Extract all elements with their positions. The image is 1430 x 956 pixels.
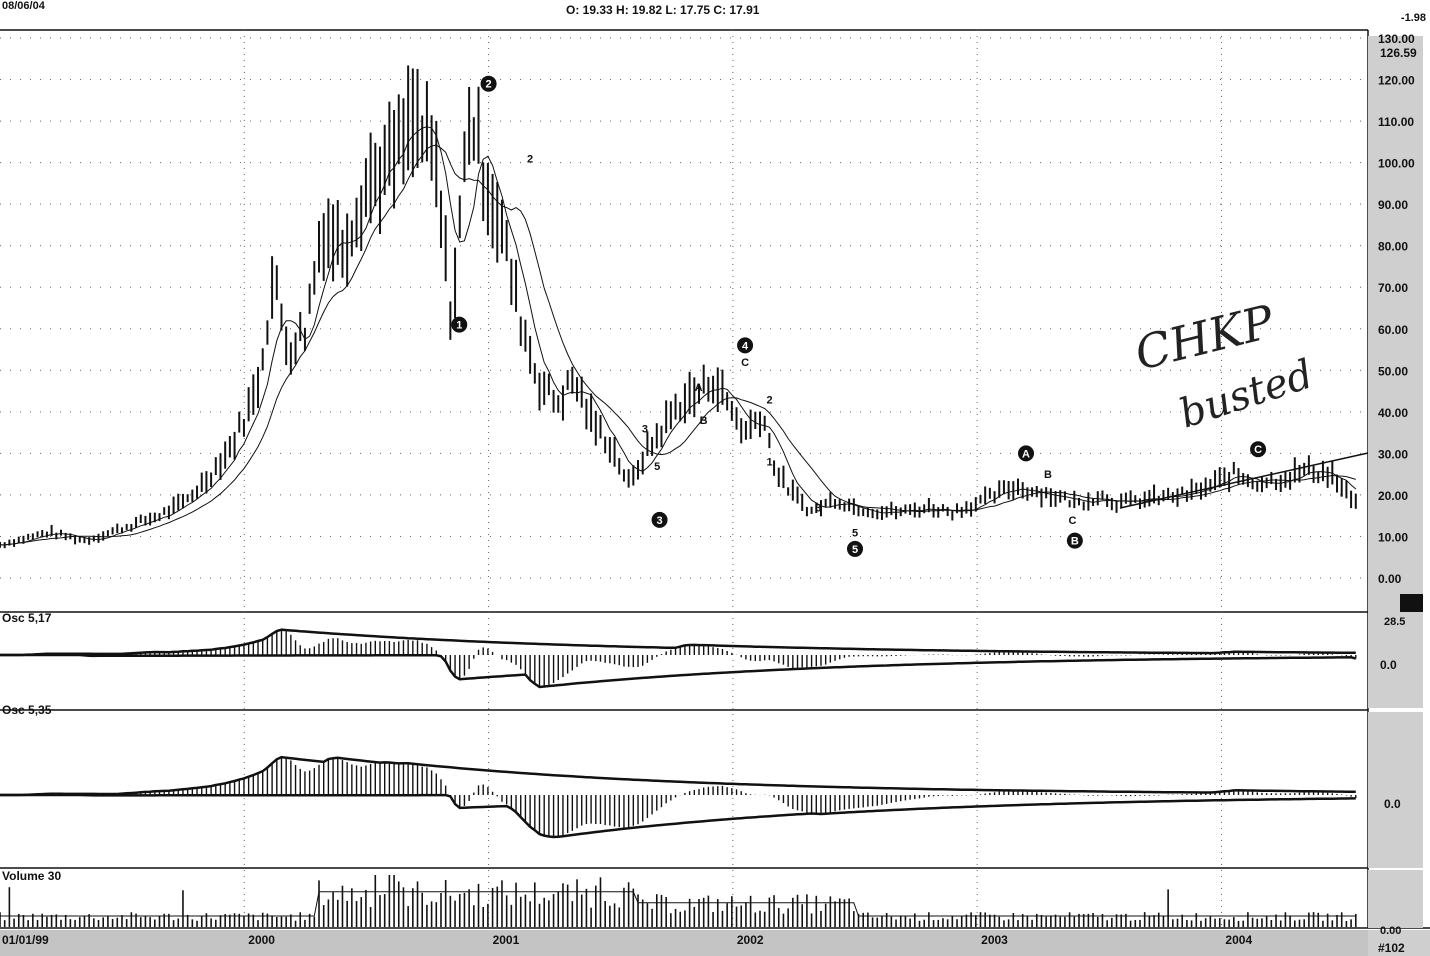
- wave-label: 5: [852, 527, 858, 539]
- price-bars: [0, 65, 1357, 549]
- price-tick-label: 110.00: [1378, 115, 1414, 129]
- wave-marker-label: 2: [486, 79, 492, 91]
- osc1-zero-tick: 0.0: [1380, 658, 1397, 672]
- chart-date: 08/06/04: [2, 0, 46, 12]
- price-tick-label: 90.00: [1378, 198, 1408, 212]
- wave-marker: [451, 316, 468, 333]
- wave-marker: [1066, 532, 1083, 549]
- volume-title: Volume 30: [2, 869, 61, 883]
- wave-marker-label: C: [1254, 444, 1262, 456]
- date-axis-band: [0, 930, 1368, 956]
- price-tick-label: 60.00: [1378, 323, 1408, 337]
- wave-marker: [1250, 441, 1267, 458]
- ohlc-readout: O: 19.33 H: 19.82 L: 17.75 C: 17.91: [566, 3, 760, 17]
- wave-label: 2: [527, 153, 533, 165]
- wave-label: C: [1068, 515, 1076, 527]
- osc1-title: Osc 5,17: [2, 611, 52, 625]
- wave-label: B: [700, 415, 708, 427]
- price-scale-panel: [1368, 36, 1423, 612]
- wave-marker: [651, 511, 668, 528]
- price-tick-label: 0.00: [1378, 572, 1402, 586]
- wave-marker: [737, 337, 754, 354]
- volume-moving-average: [0, 891, 1356, 917]
- price-tick-label: 40.00: [1378, 406, 1408, 420]
- price-tick-label: 10.00: [1378, 530, 1408, 544]
- osc1-top-tick: 28.5: [1384, 616, 1405, 628]
- price-tick-label: 80.00: [1378, 240, 1408, 254]
- wave-marker: [847, 540, 863, 557]
- year-labels: 2000 2001 2002 2003 2004: [248, 933, 1252, 947]
- footer-page-panel: [1368, 930, 1430, 956]
- price-ticks: 130.00 120.00 110.00 100.00 90.00 80.00 70.00 6…: [1378, 32, 1415, 586]
- price-tick-label: 20.00: [1378, 489, 1408, 503]
- wave-label: 1: [766, 457, 772, 469]
- scale-marker: [1400, 594, 1423, 612]
- wave-marker: [480, 75, 497, 92]
- trend-line: [1119, 452, 1369, 509]
- grid: [0, 30, 1368, 928]
- price-tick-label: 50.00: [1378, 364, 1408, 378]
- osc2-upper-envelope: [0, 755, 1356, 797]
- wave-label: C: [741, 357, 749, 369]
- page-number: #102: [1378, 941, 1405, 955]
- price-tick-label: 70.00: [1378, 281, 1408, 295]
- osc2-zero-tick: 0.0: [1384, 797, 1401, 811]
- wave-marker-label: 1: [456, 320, 462, 332]
- wave-marker: [1018, 445, 1034, 462]
- volume-zero-tick: 0.00: [1380, 925, 1401, 937]
- osc1-upper-envelope: [0, 628, 1356, 657]
- price-tick-label: 120.00: [1378, 74, 1415, 88]
- wave-label: 3: [815, 502, 821, 514]
- wave-label: B: [1044, 469, 1052, 481]
- wave-marker-label: A: [1022, 448, 1030, 460]
- year-label: 2003: [981, 933, 1008, 947]
- wave-marker-label: 4: [742, 340, 749, 352]
- wave-label: 5: [654, 461, 660, 473]
- osc1-lower-envelope: [0, 653, 1357, 689]
- wave-marker-label: B: [1071, 536, 1079, 548]
- last-price-label: 126.59: [1380, 46, 1417, 60]
- osc1-scale-panel: [1368, 612, 1423, 708]
- wave-label: A: [695, 382, 703, 394]
- year-label: 2001: [493, 933, 520, 947]
- year-label: 2004: [1225, 933, 1252, 947]
- moving-average-slow: [0, 144, 1356, 546]
- volume-scale-panel: [1368, 870, 1423, 928]
- osc2-title: Osc 5,35: [2, 703, 52, 717]
- wave-label: 2: [766, 394, 772, 406]
- price-change: -1.98: [1401, 12, 1426, 24]
- price-tick-label: 100.00: [1378, 157, 1415, 171]
- osc2-histogram: [22, 757, 1357, 838]
- year-label: 2002: [737, 933, 764, 947]
- osc2-scale-panel: [1368, 712, 1423, 868]
- wave-label: 3: [642, 423, 648, 435]
- osc2-lower-envelope: [0, 793, 1356, 839]
- osc1-histogram: [22, 629, 1357, 687]
- start-date: 01/01/99: [2, 933, 49, 947]
- year-label: 2000: [248, 933, 275, 947]
- price-tick-label: 130.00: [1378, 32, 1415, 46]
- wave-marker-label: 3: [657, 515, 663, 527]
- price-tick-label: 30.00: [1378, 447, 1408, 461]
- volume-bars: [0, 875, 1357, 927]
- wave-marker-label: 5: [852, 544, 858, 556]
